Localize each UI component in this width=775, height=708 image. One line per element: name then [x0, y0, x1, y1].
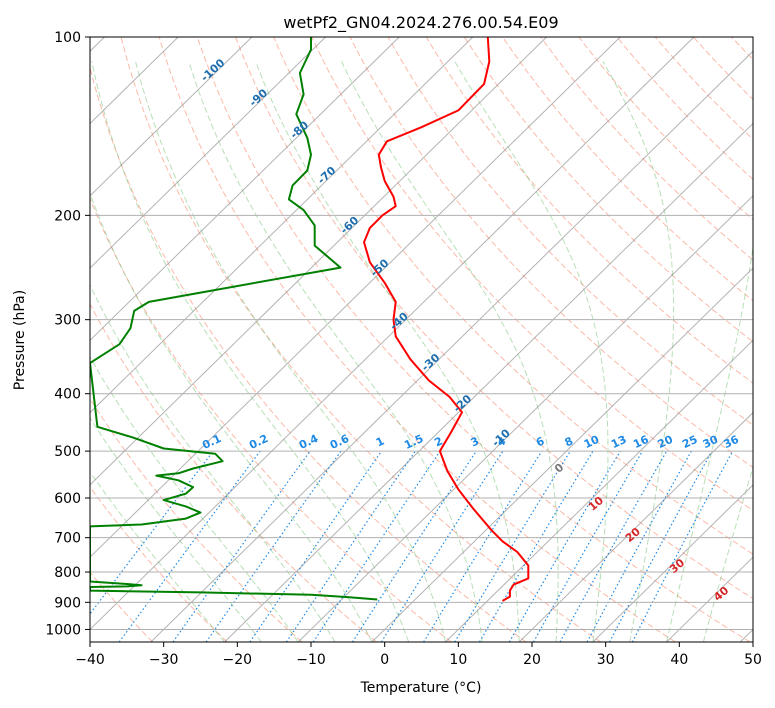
isotherm-line [90, 37, 400, 342]
moist-adiabat [666, 243, 753, 642]
pressure-gridlines [90, 37, 753, 630]
isotherm-line [90, 37, 253, 197]
y-axis-ticks: 100 200 300 400 500 600 700 800 900 1000 [45, 30, 90, 638]
x-tick-label: 10 [449, 652, 467, 668]
x-tick-label: −40 [75, 652, 105, 668]
dry-adiabat [90, 397, 303, 642]
mixing-ratio-label: 10 [582, 433, 602, 451]
x-tick-label: 40 [670, 652, 688, 668]
mixing-ratio-line [532, 450, 644, 642]
y-tick-label: 100 [54, 30, 81, 46]
dry-adiabat [90, 65, 527, 642]
y-tick-label: 400 [54, 387, 81, 403]
moist-adiabat [135, 61, 446, 642]
moist-adiabat [602, 61, 675, 642]
background-lines [90, 37, 753, 642]
x-tick-label: 20 [523, 652, 541, 668]
dry-adiabat [90, 486, 228, 642]
mixing-ratio-line [249, 450, 383, 642]
dry-adiabat [158, 37, 676, 642]
dry-adiabat [90, 303, 377, 642]
isotherm-line [371, 267, 753, 642]
temperature-line [363, 37, 530, 602]
y-tick-label: 600 [54, 491, 81, 507]
mixing-ratio-line [559, 450, 668, 642]
y-tick-label: 200 [54, 208, 81, 224]
isotherm-line [90, 37, 695, 631]
mixing-ratio-line [508, 450, 621, 642]
moist-adiabat [91, 61, 410, 642]
mixing-ratio-label: 25 [680, 433, 699, 451]
x-tick-label: −30 [149, 652, 179, 668]
mixing-ratio-line [454, 450, 571, 642]
y-tick-label: 1000 [45, 622, 81, 638]
mixing-ratio-label: 16 [631, 433, 651, 451]
mixing-ratio-line [609, 450, 713, 642]
dry-adiabat [463, 37, 753, 343]
isotherm-line [90, 37, 474, 414]
dry-adiabat [311, 37, 753, 512]
moist-adiabat [90, 283, 336, 642]
moist-adiabat [255, 61, 520, 642]
moist-adiabat [90, 192, 373, 642]
y-tick-label: 800 [54, 565, 81, 581]
isotherm-line [90, 37, 547, 486]
y-tick-label: 700 [54, 531, 81, 547]
dry-adiabat [387, 37, 753, 426]
dry-adiabat [196, 37, 751, 642]
mixing-ratio-line [423, 450, 543, 642]
mixing-ratio-line [478, 450, 594, 642]
dry-adiabat [273, 37, 753, 555]
x-tick-label: −20 [223, 652, 253, 668]
plot-frame [89, 36, 754, 643]
x-tick-label: 50 [744, 652, 762, 668]
chart-title: wetPf2_GN04.2024.276.00.54.E09 [283, 13, 558, 33]
dewpoint-line [90, 37, 378, 601]
moist-adiabat [702, 465, 753, 642]
dry-adiabat [425, 37, 753, 384]
x-axis-label: Temperature (°C) [360, 680, 482, 696]
mixing-ratio-line [380, 450, 504, 642]
isotherm-line [297, 195, 753, 642]
moist-adiabat [90, 355, 299, 642]
isotherm-line [90, 37, 621, 558]
dry-adiabat [349, 37, 753, 469]
x-tick-label: 0 [380, 652, 389, 668]
isotherm-line [445, 339, 753, 642]
dry-adiabat [235, 37, 753, 600]
mixing-ratio-label: 20 [656, 433, 676, 451]
isotherm-line [150, 50, 753, 642]
mixing-ratio-line [205, 450, 342, 642]
y-tick-label: 300 [54, 313, 81, 329]
isotherm-line [592, 484, 753, 642]
x-axis-ticks: −40 −30 −20 −10 0 10 20 30 40 50 [75, 642, 762, 668]
x-tick-label: 30 [597, 652, 615, 668]
moist-adiabat [341, 61, 559, 642]
moist-adiabat [188, 61, 483, 642]
mixing-ratio-label: 36 [722, 433, 742, 451]
profile-series [90, 37, 530, 602]
mixing-ratio-line [586, 450, 692, 642]
mixing-ratio-line [172, 450, 311, 642]
y-tick-label: 900 [54, 595, 81, 611]
isotherm-line [90, 37, 326, 269]
isotherm-line [518, 411, 753, 642]
mixing-ratio-label: 30 [701, 433, 721, 451]
mixing-ratio-label: 13 [609, 433, 628, 451]
x-tick-label: −10 [296, 652, 326, 668]
y-axis-label: Pressure (hPa) [12, 290, 28, 390]
isotherm-line [224, 122, 753, 642]
y-tick-label: 500 [54, 444, 81, 460]
dry-adiabat [90, 197, 452, 642]
